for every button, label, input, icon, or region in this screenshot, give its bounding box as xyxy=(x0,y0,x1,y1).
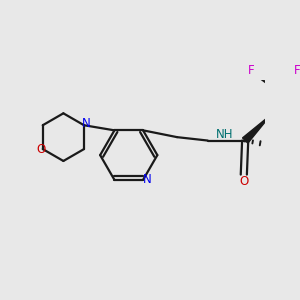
Text: NH: NH xyxy=(216,128,233,141)
Text: O: O xyxy=(36,142,45,156)
Text: N: N xyxy=(143,173,152,186)
Text: O: O xyxy=(239,175,248,188)
Text: F: F xyxy=(248,64,255,77)
Text: F: F xyxy=(294,64,300,77)
Text: N: N xyxy=(82,117,90,130)
Polygon shape xyxy=(242,115,271,143)
